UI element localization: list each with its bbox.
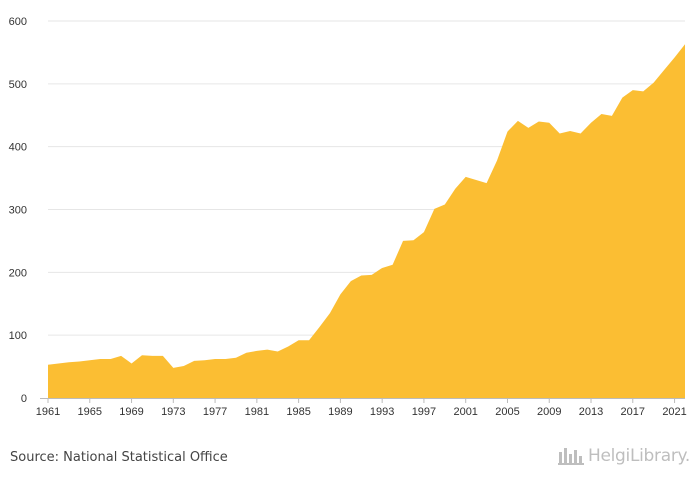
y-tick-label: 600 bbox=[9, 16, 27, 28]
x-tick-label: 1985 bbox=[286, 406, 310, 418]
y-tick-label: 400 bbox=[9, 142, 27, 154]
x-tick-label: 1969 bbox=[119, 406, 143, 418]
logo-text: HelgiLibrary. bbox=[587, 446, 690, 466]
area-fill bbox=[48, 44, 685, 398]
x-tick-label: 1973 bbox=[161, 406, 185, 418]
y-tick-label: 300 bbox=[9, 205, 27, 217]
x-tick-label: 2017 bbox=[621, 406, 645, 418]
y-tick-label: 200 bbox=[9, 267, 27, 279]
y-axis-labels: 0 100 200 300 400 500 600 bbox=[9, 16, 27, 405]
x-tick-label: 2009 bbox=[537, 406, 561, 418]
source-note: Source: National Statistical Office bbox=[10, 450, 228, 465]
x-axis bbox=[40, 398, 685, 403]
x-tick-label: 1977 bbox=[203, 406, 227, 418]
y-tick-label: 100 bbox=[9, 330, 27, 342]
x-tick-label: 1965 bbox=[78, 406, 102, 418]
x-tick-label: 1961 bbox=[36, 406, 60, 418]
helgilibrary-logo-icon bbox=[557, 448, 584, 465]
area-chart: 0 100 200 300 400 500 600 1961 1965 1969 1973 1977… bbox=[9, 16, 687, 418]
x-tick-label: 2013 bbox=[579, 406, 603, 418]
x-tick-label: 2021 bbox=[662, 406, 686, 418]
y-tick-label: 500 bbox=[9, 79, 27, 91]
x-tick-label: 1993 bbox=[370, 406, 394, 418]
x-tick-label: 2001 bbox=[453, 406, 477, 418]
area-series bbox=[48, 44, 685, 398]
x-tick-label: 2005 bbox=[495, 406, 519, 418]
x-tick-label: 1981 bbox=[245, 406, 269, 418]
x-axis-labels: 1961 1965 1969 1973 1977 1981 1985 1989 1993 1997… bbox=[36, 406, 687, 418]
y-tick-label: 0 bbox=[21, 393, 27, 405]
helgilibrary-logo: HelgiLibrary. bbox=[557, 446, 690, 466]
x-tick-label: 1997 bbox=[412, 406, 436, 418]
chart-footer: Source: National Statistical Office Helg… bbox=[0, 440, 700, 483]
x-tick-label: 1989 bbox=[328, 406, 352, 418]
